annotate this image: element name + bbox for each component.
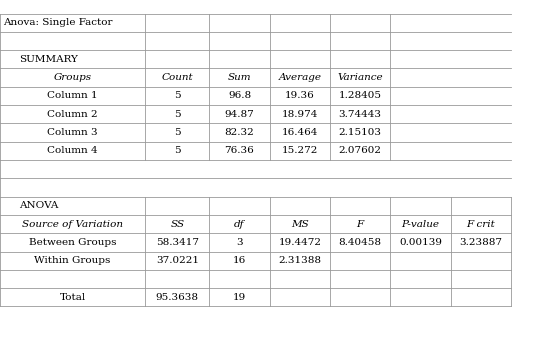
Text: 58.3417: 58.3417 [156, 238, 199, 247]
Text: 96.8: 96.8 [228, 92, 251, 100]
Text: F crit: F crit [467, 220, 495, 228]
Text: Total: Total [59, 293, 86, 302]
Text: 19: 19 [233, 293, 246, 302]
Text: Column 1: Column 1 [48, 92, 98, 100]
Text: Sum: Sum [227, 73, 252, 82]
Text: Column 4: Column 4 [48, 146, 98, 155]
Text: 19.36: 19.36 [285, 92, 315, 100]
Text: Column 2: Column 2 [48, 110, 98, 119]
Text: 76.36: 76.36 [225, 146, 254, 155]
Text: 16.464: 16.464 [281, 128, 318, 137]
Text: Between Groups: Between Groups [29, 238, 116, 247]
Text: ANOVA: ANOVA [19, 201, 58, 210]
Text: MS: MS [291, 220, 309, 228]
Text: Anova: Single Factor: Anova: Single Factor [3, 18, 112, 27]
Text: 18.974: 18.974 [281, 110, 318, 119]
Text: Within Groups: Within Groups [34, 256, 111, 265]
Text: 15.272: 15.272 [281, 146, 318, 155]
Text: Variance: Variance [337, 73, 383, 82]
Text: 2.15103: 2.15103 [339, 128, 382, 137]
Text: 0.00139: 0.00139 [399, 238, 442, 247]
Text: F: F [357, 220, 364, 228]
Text: 5: 5 [174, 110, 180, 119]
Text: 82.32: 82.32 [225, 128, 254, 137]
Text: 3.74443: 3.74443 [339, 110, 382, 119]
Text: 37.0221: 37.0221 [156, 256, 199, 265]
Text: 16: 16 [233, 256, 246, 265]
Text: 3: 3 [236, 238, 243, 247]
Text: df: df [234, 220, 245, 228]
Text: Source of Variation: Source of Variation [22, 220, 123, 228]
Text: Column 3: Column 3 [48, 128, 98, 137]
Text: 5: 5 [174, 92, 180, 100]
Text: 3.23887: 3.23887 [459, 238, 502, 247]
Text: 1.28405: 1.28405 [339, 92, 382, 100]
Text: SS: SS [170, 220, 184, 228]
Text: 2.07602: 2.07602 [339, 146, 382, 155]
Text: SUMMARY: SUMMARY [19, 55, 77, 64]
Text: P-value: P-value [402, 220, 439, 228]
Text: 8.40458: 8.40458 [339, 238, 382, 247]
Text: 94.87: 94.87 [225, 110, 254, 119]
Text: 2.31388: 2.31388 [278, 256, 321, 265]
Text: 5: 5 [174, 146, 180, 155]
Text: 19.4472: 19.4472 [278, 238, 321, 247]
Text: Groups: Groups [53, 73, 92, 82]
Text: 95.3638: 95.3638 [156, 293, 199, 302]
Text: Count: Count [161, 73, 193, 82]
Text: 5: 5 [174, 128, 180, 137]
Text: Average: Average [278, 73, 321, 82]
